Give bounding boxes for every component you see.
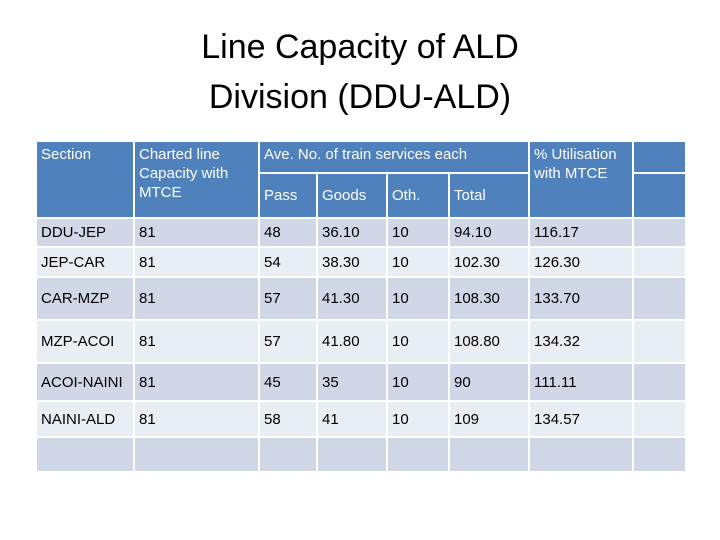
table-cell [133,436,260,473]
table-cell: CAR-MZP [35,276,135,321]
table-cell: 108.80 [447,319,531,364]
table-cell: JEP-CAR [35,246,135,278]
table-cell: 108.30 [447,276,531,321]
table-cell: 10 [386,319,450,364]
table-cell: 81 [133,362,260,402]
table-cell: 134.57 [528,400,635,438]
table-cell: 126.30 [528,246,635,278]
table-cell: 81 [133,319,260,364]
table-row: DDU-JEP 81 48 36.10 10 94.10 116.17 [35,217,688,248]
table-cell: 134.32 [528,319,635,364]
table-cell: 35 [316,362,388,402]
table-cell: 81 [133,217,260,248]
table-cell: 90 [447,362,531,402]
table-cell [528,436,635,473]
table-cell: 109 [447,400,531,438]
table-cell: 41.30 [316,276,388,321]
table-cell: 116.17 [528,217,635,248]
table-cell: MZP-ACOI [35,319,135,364]
table-cell: 38.30 [316,246,388,278]
table-cell: 48 [258,217,318,248]
table-cell [632,217,688,248]
table-cell: NAINI-ALD [35,400,135,438]
header-cell [632,172,688,219]
capacity-table: Section Charted line Capacity with MTCE … [35,140,688,473]
table-cell: 94.10 [447,217,531,248]
table-cell [632,246,688,278]
table-cell [447,436,531,473]
header-cell: Ave. No. of train services each [257,140,531,174]
table-cell: ACOI-NAINI [35,362,135,402]
table-cell [258,436,318,473]
table-cell [386,436,450,473]
table-cell: 81 [133,400,260,438]
table-cell: 10 [386,400,450,438]
table-cell [632,276,688,321]
table-cell: 10 [386,246,450,278]
header-cell: Goods [316,172,388,219]
table-cell: 41 [316,400,388,438]
header-cell: Oth. [386,172,450,219]
table-cell [632,436,688,473]
table-cell: 102.30 [447,246,531,278]
table-row: MZP-ACOI 81 57 41.80 10 108.80 134.32 [35,319,688,364]
header-cell: Section [35,140,135,219]
table-cell: 45 [258,362,318,402]
table-cell: DDU-JEP [35,217,135,248]
table-cell: 57 [258,276,318,321]
table-cell [316,436,388,473]
table-cell: 36.10 [316,217,388,248]
table-row: JEP-CAR 81 54 38.30 10 102.30 126.30 [35,246,688,278]
table-cell: 10 [386,362,450,402]
slide-title: Line Capacity of ALD Division (DDU-ALD) [201,28,519,116]
table-cell: 111.11 [528,362,635,402]
table-cell: 81 [133,246,260,278]
header-cell: Charted line Capacity with MTCE [133,140,260,219]
table-row [35,436,688,473]
table-cell: 10 [386,276,450,321]
table-cell [35,436,135,473]
table-cell: 54 [258,246,318,278]
table-cell [632,319,688,364]
table-row: CAR-MZP 81 57 41.30 10 108.30 133.70 [35,276,688,321]
table-row: NAINI-ALD 81 58 41 10 109 134.57 [35,400,688,438]
header-cell: % Utilisation with MTCE [528,140,635,219]
table-cell: 133.70 [528,276,635,321]
table-cell [632,362,688,402]
header-cell [632,140,688,174]
table-cell: 58 [258,400,318,438]
table-cell: 41.80 [316,319,388,364]
table-cell [632,400,688,438]
table-cell: 57 [258,319,318,364]
table-cell: 10 [386,217,450,248]
header-cell: Pass [258,172,318,219]
header-cell: Total [447,172,531,219]
table-cell: 81 [133,276,260,321]
table-row: ACOI-NAINI 81 45 35 10 90 111.11 [35,362,688,402]
